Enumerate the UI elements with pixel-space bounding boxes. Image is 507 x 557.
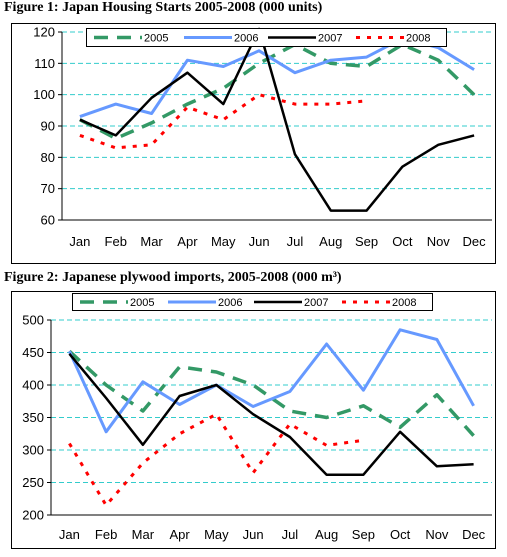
- legend-label-2006: 2006: [218, 297, 242, 309]
- x-tick-label: Oct: [392, 234, 413, 249]
- series-line-2007: [79, 27, 475, 212]
- legend-label-2008: 2008: [392, 297, 416, 309]
- series-line-2007: [68, 353, 474, 476]
- legend-label-2008: 2008: [406, 33, 430, 45]
- x-tick-label: Aug: [315, 527, 338, 542]
- x-tick-label: Feb: [105, 234, 127, 249]
- x-tick-label: Nov: [425, 527, 449, 542]
- legend: 2005 2006 2007 2008: [86, 28, 447, 47]
- plywood-imports-chart: 200 250 300 350 400 450 500 Jan Feb Mar Apr May Jun J…: [11, 291, 496, 549]
- y-tick-label: 120: [33, 25, 55, 40]
- legend-box: [72, 293, 433, 311]
- x-tick-label: May: [211, 234, 236, 249]
- series-line-2006: [68, 328, 475, 434]
- y-tick-label: 70: [41, 181, 55, 196]
- legend-label-2007: 2007: [318, 33, 342, 45]
- x-tick-label: Dec: [462, 527, 486, 542]
- y-tick-label: 450: [22, 345, 44, 360]
- y-tick-label: 200: [22, 508, 44, 523]
- y-tick-label: 80: [41, 150, 55, 165]
- legend-label-2005: 2005: [144, 33, 168, 45]
- x-tick-label: Sep: [355, 234, 378, 249]
- x-tick-label: May: [204, 527, 229, 542]
- x-tick-label: Mar: [132, 527, 155, 542]
- series-line-2005: [68, 349, 475, 437]
- legend-label-2005: 2005: [130, 297, 154, 309]
- y-tick-label: 500: [22, 313, 44, 328]
- legend-box: [86, 28, 447, 47]
- y-tick-label: 100: [33, 87, 55, 102]
- y-tick-label: 350: [22, 410, 44, 425]
- x-tick-label: Apr: [170, 527, 191, 542]
- x-tick-label: Oct: [390, 527, 411, 542]
- x-tick-label: Jan: [59, 527, 80, 542]
- x-tick-label: Mar: [140, 234, 163, 249]
- x-tick-label: Jul: [287, 234, 304, 249]
- figure-1-title: Figure 1: Japan Housing Starts 2005-2008…: [4, 0, 323, 15]
- x-tick-label: Jun: [243, 527, 264, 542]
- x-tick-label: Jan: [69, 234, 90, 249]
- x-tick-label: Jun: [249, 234, 270, 249]
- legend: 2005 2006 2007 2008: [72, 293, 433, 311]
- y-tick-label: 300: [22, 443, 44, 458]
- x-tick-label: Aug: [319, 234, 342, 249]
- x-tick-label: Nov: [427, 234, 451, 249]
- chart-border: [11, 291, 496, 549]
- legend-label-2007: 2007: [304, 297, 328, 309]
- housing-starts-chart: 60 70 80 90 100 110 120 Jan Feb Mar Apr May Jun Jul Au…: [11, 23, 496, 264]
- y-tick-label: 250: [22, 475, 44, 490]
- series-line-2008: [68, 412, 364, 507]
- y-tick-label: 90: [41, 119, 55, 134]
- y-tick-label: 60: [41, 213, 55, 228]
- y-tick-label: 110: [34, 56, 55, 71]
- figure-2-title: Figure 2: Japanese plywood imports, 2005…: [4, 270, 342, 285]
- x-tick-label: Dec: [463, 234, 487, 249]
- series-line-2005: [79, 42, 476, 141]
- legend-label-2006: 2006: [234, 33, 258, 45]
- y-tick-label: 400: [22, 378, 44, 393]
- x-tick-label: Apr: [177, 234, 198, 249]
- x-tick-label: Feb: [95, 527, 117, 542]
- chart-border: [11, 23, 496, 264]
- x-tick-label: Sep: [352, 527, 375, 542]
- x-tick-label: Jul: [282, 527, 299, 542]
